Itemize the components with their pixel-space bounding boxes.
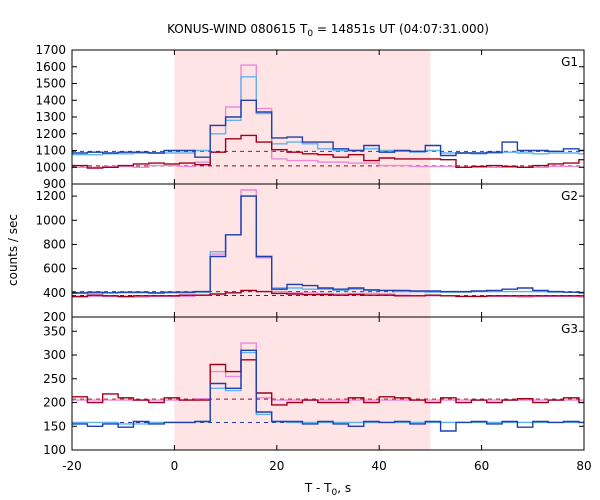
y-tick-label: 1000: [35, 160, 66, 174]
y-tick-label: 1700: [35, 43, 66, 57]
series-dark-red: [72, 289, 584, 298]
series-dark-blue: [72, 99, 584, 158]
y-tick-label: 150: [43, 419, 66, 433]
panel-label: G3: [561, 322, 578, 336]
y-tick-label: 600: [43, 262, 66, 276]
plot-area: 90010001100120013001400150016001700G1200…: [35, 43, 591, 473]
y-tick-label: 1500: [35, 77, 66, 91]
series-light-blue: [72, 76, 584, 156]
panel-g3: 100 150 200 250 300 350 G3: [43, 316, 585, 457]
y-tick-label: 250: [43, 372, 66, 386]
y-tick-label: 1600: [35, 60, 66, 74]
y-axis-label: counts / sec: [6, 214, 20, 286]
y-tick-label: 800: [43, 237, 66, 251]
panel-frame: [71, 316, 585, 451]
y-tick-label: 400: [43, 286, 66, 300]
y-tick-label: 200: [43, 396, 66, 410]
x-tick-label: -20: [62, 459, 82, 473]
x-tick-label: 20: [269, 459, 284, 473]
chart-title: KONUS-WIND 080615 T0 = 14851s UT (04:07:…: [167, 22, 489, 39]
shaded-interval: [174, 50, 431, 450]
x-tick-label: 40: [372, 459, 387, 473]
panel-label: G1: [561, 55, 578, 69]
y-tick-label: 1200: [35, 189, 66, 203]
x-tick-label: 0: [171, 459, 179, 473]
y-tick-label: 900: [43, 177, 66, 191]
x-tick-label: 60: [474, 459, 489, 473]
series-dark-blue: [72, 195, 584, 294]
series-pink: [72, 64, 584, 168]
y-tick-label: 1000: [35, 213, 66, 227]
x-tick-label: 80: [576, 459, 591, 473]
panel-label: G2: [561, 189, 578, 203]
series-dark-red: [72, 134, 584, 169]
y-tick-label: 1300: [35, 110, 66, 124]
y-tick-label: 1100: [35, 144, 66, 158]
series-dark-blue: [72, 349, 584, 432]
y-tick-label: 300: [43, 348, 66, 362]
y-tick-label: 1400: [35, 93, 66, 107]
series-dark-red: [72, 359, 584, 406]
series-pink: [72, 342, 584, 401]
y-tick-label: 200: [43, 310, 66, 324]
y-tick-label: 100: [43, 443, 66, 457]
panel-g1: 900 1000 1100 1200 1300 1400 1500 1600 1700 G1: [35, 43, 585, 191]
y-tick-label: 350: [43, 324, 66, 338]
y-tick-label: 1200: [35, 127, 66, 141]
x-axis-label: T - T0, s: [304, 481, 351, 498]
